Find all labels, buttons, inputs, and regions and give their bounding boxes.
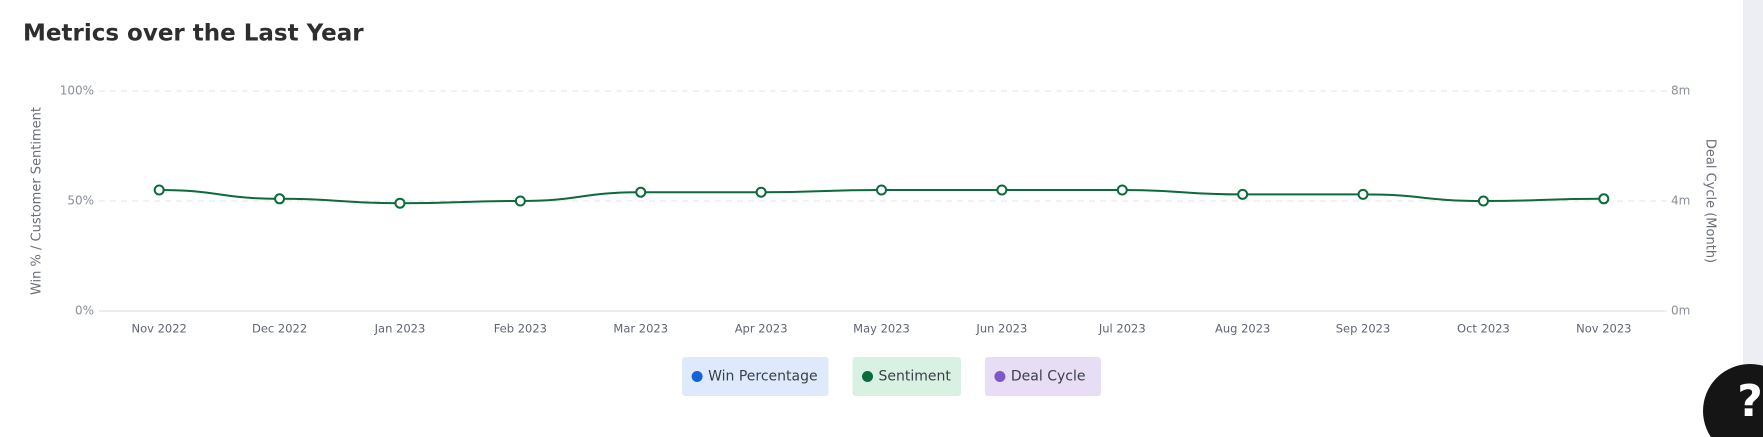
legend-label[interactable]: Win Percentage — [708, 369, 818, 385]
data-point — [274, 193, 286, 205]
help-icon[interactable]: ? — [1737, 376, 1763, 427]
data-point — [1237, 188, 1249, 200]
legend-item[interactable]: Win Percentage — [682, 357, 829, 396]
x-tick-label: Apr 2023 — [735, 322, 788, 336]
legend-chip[interactable] — [984, 357, 1101, 396]
y2-tick-label: 4m — [1671, 194, 1690, 208]
y-tick-label: 100% — [60, 84, 94, 98]
legend-swatch[interactable] — [691, 371, 703, 382]
x-tick-label: Dec 2022 — [252, 322, 307, 336]
x-tick-label: Jun 2023 — [975, 322, 1027, 336]
data-point — [1116, 184, 1128, 196]
data-point — [514, 195, 526, 207]
data-point — [153, 184, 165, 196]
x-tick-label: Jul 2023 — [1098, 322, 1146, 336]
legend-label[interactable]: Deal Cycle — [1011, 369, 1086, 385]
y2-axis-label: Deal Cycle (Month) — [1703, 139, 1718, 263]
y2-tick-label: 0m — [1671, 304, 1690, 318]
x-tick-label: Feb 2023 — [494, 322, 547, 336]
legend-item[interactable]: Deal Cycle — [984, 357, 1101, 396]
x-tick-label: Jan 2023 — [374, 322, 426, 336]
data-point — [1477, 195, 1489, 207]
x-tick-label: Nov 2022 — [132, 322, 187, 336]
y2-tick-label: 8m — [1671, 84, 1690, 98]
x-tick-label: Nov 2023 — [1576, 322, 1631, 336]
x-tick-label: May 2023 — [853, 322, 910, 336]
y-tick-label: 0% — [75, 304, 94, 318]
scrollbar — [1743, 0, 1763, 437]
legend-swatch[interactable] — [994, 371, 1006, 382]
legend-swatch[interactable] — [862, 371, 873, 382]
chart-title: Metrics over the Last Year — [23, 21, 364, 47]
y-axis-label: Win % / Customer Sentiment — [30, 107, 45, 295]
x-tick-label: Aug 2023 — [1215, 322, 1270, 336]
legend-label[interactable]: Sentiment — [879, 369, 952, 385]
data-point — [1357, 188, 1369, 200]
legend-chip[interactable] — [852, 357, 961, 396]
legend-item[interactable]: Sentiment — [852, 357, 961, 396]
data-point — [755, 186, 767, 198]
data-point — [996, 184, 1008, 196]
data-point — [1598, 193, 1610, 205]
data-point — [876, 184, 887, 196]
data-point — [635, 186, 647, 198]
x-tick-label: Mar 2023 — [613, 322, 668, 336]
x-tick-label: Sep 2023 — [1336, 322, 1391, 336]
y-tick-label: 50% — [67, 194, 94, 208]
legend-chip[interactable] — [682, 357, 829, 396]
help-button[interactable] — [1703, 364, 1763, 437]
x-tick-label: Oct 2023 — [1457, 322, 1510, 336]
data-point — [394, 197, 406, 209]
